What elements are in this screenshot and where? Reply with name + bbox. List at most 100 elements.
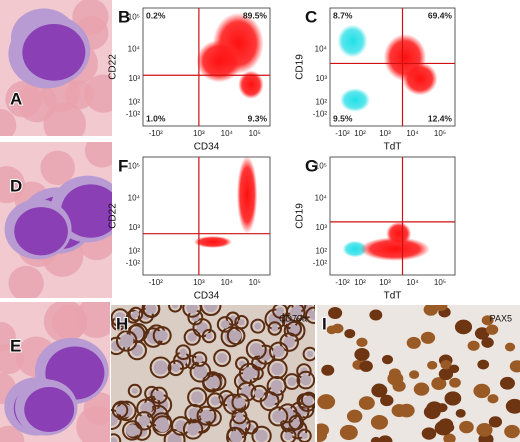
nucleus [220,320,230,329]
cloud-group [337,24,438,112]
nucleus [249,342,263,356]
nucleus [304,395,314,404]
x-tick-label: 10² [354,278,366,287]
nucleus [193,364,208,379]
nucleus [283,336,295,348]
nucleus [272,410,285,423]
red-cell [84,74,112,113]
red-population [360,237,430,261]
nucleus [270,380,283,393]
y-tick-label: 10⁴ [315,193,328,202]
panel-label: I [322,314,327,333]
nucleus [486,324,499,335]
nucleus [254,322,262,330]
cell [152,326,172,346]
cloud-group [342,221,430,261]
nucleus [289,306,302,318]
nucleus [398,403,415,418]
nucleus [435,305,448,312]
nucleus [111,437,118,442]
nucleus [331,323,344,334]
cell [182,419,204,440]
y-tick-label: 10² [315,247,327,256]
red-cell [84,142,112,168]
cloud-group [193,157,258,248]
quadrant-percent: 0.2% [146,10,166,20]
nucleus [476,422,493,437]
nucleus [60,184,112,238]
nucleus [354,348,370,361]
cell [296,370,315,390]
cell [226,326,246,346]
micrograph: A [0,0,112,136]
cell [288,414,304,431]
nucleus [230,431,243,442]
nucleus [254,388,264,399]
nucleus [356,337,368,348]
x-tick-label: -10² [149,129,164,138]
nucleus [455,409,466,418]
nucleus [130,328,142,340]
y-tick-label: 10⁵ [128,162,140,171]
nucleus [444,391,462,406]
nucleus [210,396,220,406]
panel-label: E [10,336,21,355]
x-axis-label: CD34 [194,142,220,153]
nucleus [145,305,157,314]
cell [250,318,266,334]
red-cell [8,265,44,298]
red-cell [0,343,24,375]
stain-marker: CD79a [279,313,307,323]
nucleus [186,305,198,314]
y-tick-label: 10⁴ [128,44,141,53]
x-tick-label: 10² [354,129,366,138]
cell [115,330,138,352]
x-tick-label: 10³ [379,129,391,138]
cell [134,411,154,431]
y-tick-label: -10² [126,258,141,267]
panel-label: D [10,176,22,195]
quadrant-percent: 89.5% [243,10,268,20]
nucleus [186,423,200,436]
flow-plot: C CD19 TdT -10² 10² 10³ 10⁴ -10² 10² 10³ 10⁴ 10⁵ 8.7… [295,7,456,153]
cell [280,427,297,442]
x-tick-label: 10⁴ [406,278,419,287]
cell [216,316,234,333]
x-axis-label: CD34 [194,291,220,302]
y-axis-label: CD19 [295,203,306,229]
nucleus [467,340,480,351]
nucleus [230,330,242,342]
cell [111,433,122,442]
x-tick-label: 10⁵ [249,129,261,138]
red-cell [43,302,87,343]
nucleus [24,387,75,432]
cell [141,305,161,318]
cell [231,408,248,425]
nucleus [321,364,335,376]
cell [175,344,192,361]
cell [167,359,185,377]
nucleus [317,428,327,442]
nucleus [195,355,204,363]
x-tick-label: -10² [335,129,350,138]
flow-plot: B CD22 CD34 -10² 10² 10³ 10⁴ 10⁵ -10² 10³ 10⁴ 10⁵ 0.… [108,7,271,153]
panel-label: A [10,89,22,108]
nucleus [413,382,430,396]
red-cell [72,0,109,35]
nucleus [328,307,343,320]
cell [297,393,315,412]
nucleus [505,398,520,414]
nucleus [504,342,516,352]
flow-plot: F CD22 CD34 -10² 10² 10³ 10⁴ 10⁵ -10² 10³ 10⁴ 10⁵ [108,156,271,302]
quadrant-percent: 9.5% [333,113,353,123]
y-axis-label: CD22 [108,203,119,229]
nucleus [115,405,125,415]
nucleus [131,387,138,394]
nucleus [204,305,218,313]
nucleus [504,424,520,439]
nucleus [487,394,499,404]
cell [238,362,260,384]
x-tick-label: 10⁵ [434,278,446,287]
nucleus [22,24,86,81]
cyan-population [342,240,368,258]
